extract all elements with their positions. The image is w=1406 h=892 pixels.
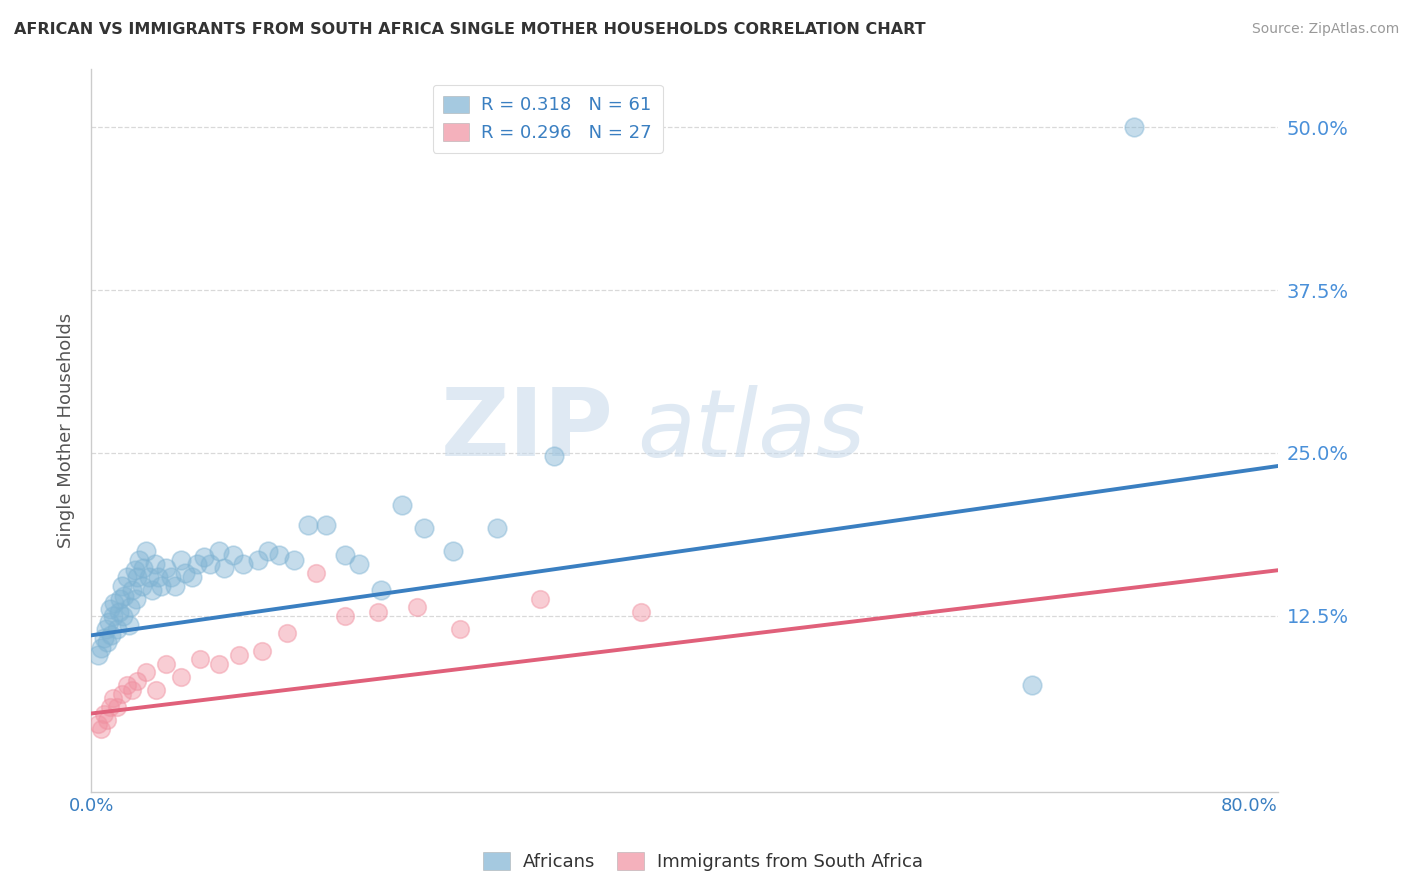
Point — [315, 517, 337, 532]
Point — [228, 648, 250, 662]
Point — [485, 521, 508, 535]
Point — [193, 550, 215, 565]
Point — [198, 557, 221, 571]
Point — [155, 657, 177, 671]
Point — [413, 521, 436, 535]
Text: atlas: atlas — [637, 384, 866, 475]
Point — [269, 548, 291, 562]
Point — [141, 582, 163, 597]
Point — [441, 543, 464, 558]
Point — [101, 690, 124, 705]
Point — [406, 599, 429, 614]
Point — [250, 644, 273, 658]
Point — [232, 557, 254, 571]
Point — [333, 608, 356, 623]
Text: AFRICAN VS IMMIGRANTS FROM SOUTH AFRICA SINGLE MOTHER HOUSEHOLDS CORRELATION CHA: AFRICAN VS IMMIGRANTS FROM SOUTH AFRICA … — [14, 22, 925, 37]
Point — [117, 678, 139, 692]
Point — [96, 713, 118, 727]
Point — [135, 543, 157, 558]
Point — [135, 665, 157, 679]
Point — [630, 605, 652, 619]
Point — [98, 700, 121, 714]
Point — [214, 560, 236, 574]
Point — [543, 449, 565, 463]
Point — [128, 553, 150, 567]
Point — [90, 641, 112, 656]
Point — [93, 631, 115, 645]
Point — [125, 591, 148, 606]
Point — [170, 553, 193, 567]
Point — [97, 615, 120, 630]
Point — [90, 722, 112, 736]
Point — [108, 591, 131, 606]
Point — [283, 553, 305, 567]
Point — [124, 563, 146, 577]
Point — [98, 602, 121, 616]
Point — [127, 570, 149, 584]
Point — [304, 566, 326, 580]
Point — [132, 560, 155, 574]
Point — [146, 570, 169, 584]
Point — [87, 717, 110, 731]
Point — [367, 605, 389, 619]
Point — [118, 618, 141, 632]
Point — [207, 543, 229, 558]
Point — [143, 557, 166, 571]
Point — [101, 608, 124, 623]
Point — [170, 670, 193, 684]
Point — [207, 657, 229, 671]
Text: Source: ZipAtlas.com: Source: ZipAtlas.com — [1251, 22, 1399, 37]
Point — [100, 628, 122, 642]
Point — [174, 566, 197, 580]
Legend: Africans, Immigrants from South Africa: Africans, Immigrants from South Africa — [477, 846, 929, 879]
Point — [1021, 678, 1043, 692]
Point — [114, 589, 136, 603]
Point — [120, 599, 142, 614]
Point — [93, 706, 115, 721]
Point — [121, 582, 143, 597]
Point — [276, 625, 298, 640]
Point — [121, 683, 143, 698]
Point — [347, 557, 370, 571]
Point — [186, 557, 208, 571]
Point — [529, 591, 551, 606]
Point — [391, 498, 413, 512]
Point — [96, 635, 118, 649]
Point — [449, 622, 471, 636]
Legend: R = 0.318   N = 61, R = 0.296   N = 27: R = 0.318 N = 61, R = 0.296 N = 27 — [433, 85, 662, 153]
Point — [105, 622, 128, 636]
Point — [256, 543, 278, 558]
Point — [155, 560, 177, 574]
Point — [188, 652, 211, 666]
Point — [138, 570, 160, 584]
Point — [94, 622, 117, 636]
Point — [145, 683, 167, 698]
Point — [297, 517, 319, 532]
Point — [181, 570, 204, 584]
Point — [110, 579, 132, 593]
Point — [103, 596, 125, 610]
Point — [149, 579, 172, 593]
Point — [127, 673, 149, 688]
Point — [333, 548, 356, 562]
Point — [107, 605, 129, 619]
Point — [246, 553, 269, 567]
Point — [370, 582, 392, 597]
Point — [105, 700, 128, 714]
Y-axis label: Single Mother Households: Single Mother Households — [58, 312, 75, 548]
Point — [117, 570, 139, 584]
Point — [131, 579, 153, 593]
Point — [110, 687, 132, 701]
Point — [159, 570, 181, 584]
Point — [111, 608, 134, 623]
Point — [1122, 120, 1144, 135]
Point — [87, 648, 110, 662]
Text: ZIP: ZIP — [440, 384, 613, 476]
Point — [222, 548, 245, 562]
Point — [165, 579, 187, 593]
